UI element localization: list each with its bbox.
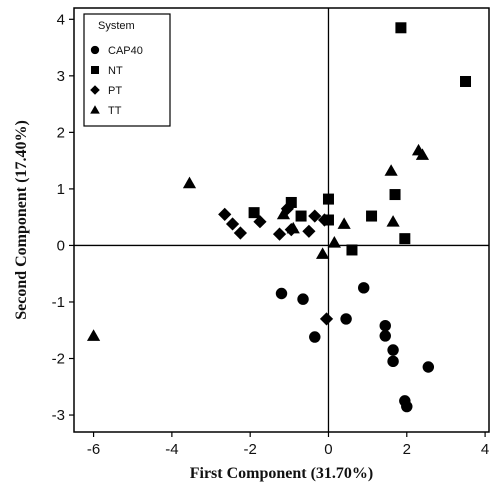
plot-layer: -6 -4 -2 0 2 4 -3 -2 -1 0 1 2 3 4 <box>52 7 490 458</box>
point-tt <box>286 221 300 234</box>
y-tick-label: 2 <box>57 124 65 141</box>
point-cap40 <box>379 330 391 342</box>
point-cap40 <box>387 344 399 356</box>
x-tick-label: -2 <box>244 441 257 458</box>
point-tt <box>386 215 400 227</box>
legend-label-cap40: CAP40 <box>108 45 143 57</box>
point-pt <box>302 224 316 238</box>
point-nt <box>395 22 407 34</box>
point-pt <box>218 207 232 221</box>
point-pt <box>272 227 287 241</box>
point-tt <box>276 207 291 220</box>
y-tick-label: -2 <box>52 351 65 368</box>
y-tick-label: -1 <box>52 294 65 311</box>
point-cap40 <box>275 287 288 300</box>
point-pt <box>317 213 332 227</box>
y-tick-label: 4 <box>57 11 65 28</box>
point-tt <box>384 164 398 176</box>
y-tick-label: -3 <box>52 407 65 424</box>
point-nt <box>460 75 472 87</box>
point-tt <box>337 217 351 229</box>
legend-marker-tt <box>90 105 100 114</box>
legend-marker-cap40 <box>90 45 100 55</box>
point-tt <box>86 329 101 341</box>
point-cap40 <box>379 319 391 332</box>
point-nt <box>322 193 334 205</box>
x-tick-label: 2 <box>403 441 411 458</box>
point-cap40 <box>422 361 435 373</box>
point-pt <box>233 226 247 240</box>
point-nt <box>248 207 260 219</box>
legend-label-nt: NT <box>108 65 123 77</box>
legend-marker-pt <box>90 85 100 95</box>
x-tick-label: 4 <box>481 441 489 458</box>
point-pt <box>225 217 240 231</box>
point-tt <box>182 176 197 189</box>
point-cap40 <box>357 282 370 294</box>
legend-marker-nt <box>91 66 99 74</box>
point-cap40 <box>340 313 352 325</box>
point-tt <box>316 247 330 259</box>
point-cap40 <box>297 293 309 305</box>
legend-label-tt: TT <box>108 105 122 117</box>
point-pt <box>319 312 334 326</box>
point-nt <box>366 210 378 222</box>
x-axis-title: First Component (31.70%) <box>190 465 374 482</box>
x-tick-label: -6 <box>87 441 100 458</box>
y-tick-label: 0 <box>57 237 65 254</box>
y-tick-label: 1 <box>57 181 65 198</box>
point-tt <box>415 148 430 160</box>
point-cap40 <box>387 355 399 368</box>
point-tt <box>327 236 341 248</box>
point-pt <box>280 202 294 216</box>
point-cap40 <box>309 331 321 343</box>
point-nt <box>295 210 307 222</box>
point-nt <box>346 244 358 256</box>
point-pt <box>253 215 267 229</box>
point-pt <box>308 209 322 223</box>
plot-frame <box>73 7 490 433</box>
legend-label-pt: PT <box>108 85 122 97</box>
y-axis-title: Second Component (17.40%) <box>13 120 30 320</box>
legend: System CAP40 NT PT TT <box>83 13 171 127</box>
legend-title: System <box>98 20 135 32</box>
point-cap40 <box>401 400 413 413</box>
x-tick-label: -4 <box>165 441 178 458</box>
y-tick-label: 3 <box>57 68 65 85</box>
x-tick-label: 0 <box>324 441 332 458</box>
point-nt <box>399 233 411 245</box>
point-nt <box>285 196 297 208</box>
point-nt <box>389 189 401 201</box>
